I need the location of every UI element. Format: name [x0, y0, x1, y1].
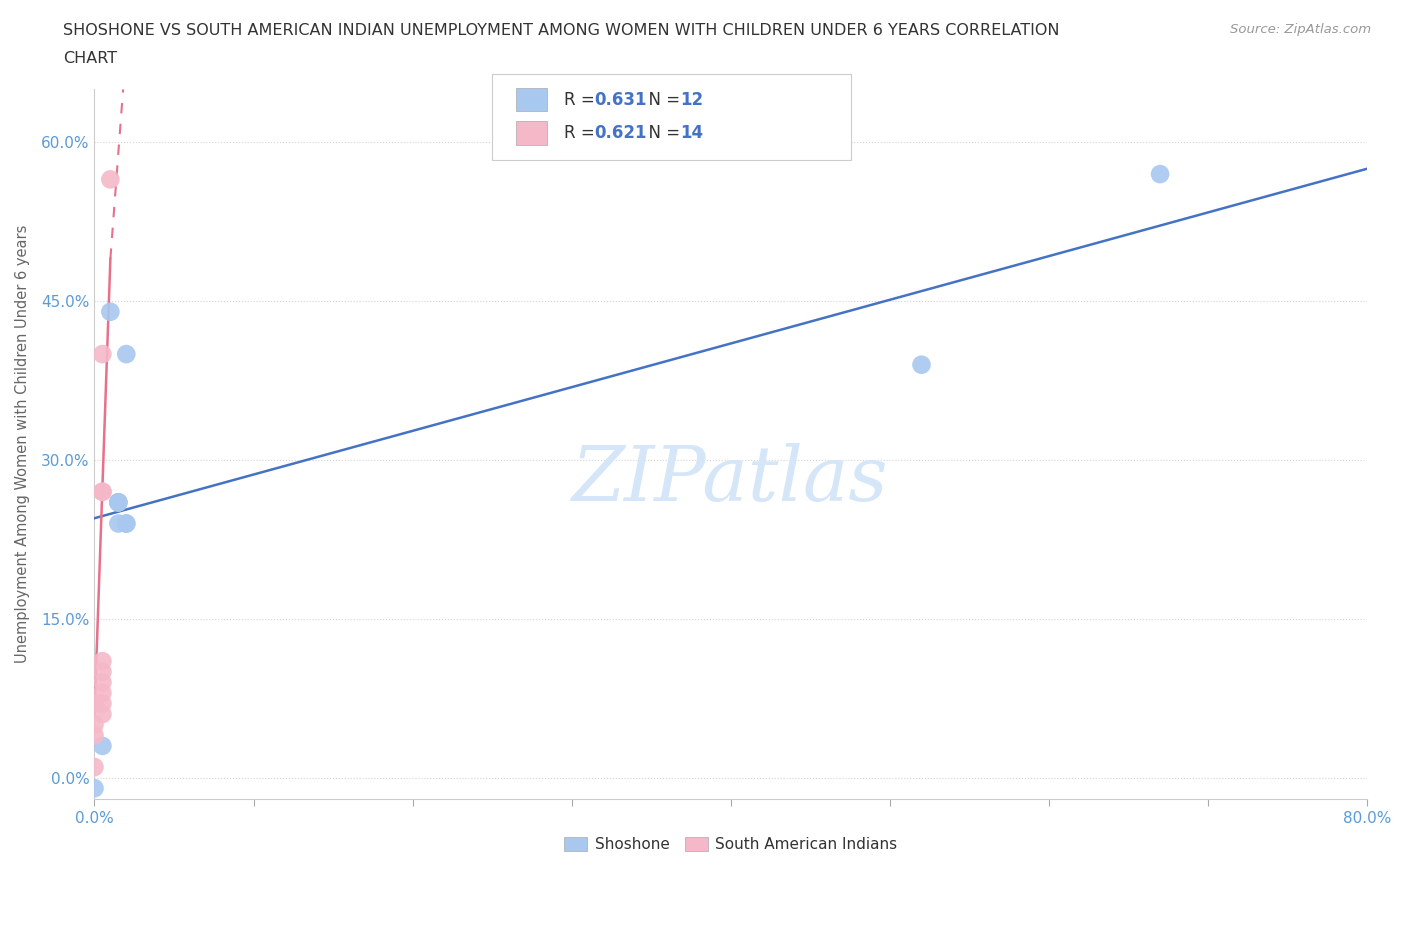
Point [91, 696, 114, 711]
Text: N =: N = [638, 90, 686, 109]
Point [115, 516, 138, 531]
Point [100, 304, 122, 319]
Text: Source: ZipAtlas.com: Source: ZipAtlas.com [1230, 23, 1371, 36]
Y-axis label: Unemployment Among Women with Children Under 6 years: Unemployment Among Women with Children U… [15, 225, 30, 663]
Point [100, 172, 122, 187]
Point [91, 485, 114, 499]
Point [91, 347, 114, 362]
Point [91, 654, 114, 669]
Point [91, 485, 114, 499]
Point [91, 664, 114, 679]
Point [83, 717, 105, 732]
Text: CHART: CHART [63, 51, 117, 66]
Point [910, 357, 932, 372]
Text: R =: R = [564, 124, 600, 142]
Legend: Shoshone, South American Indians: Shoshone, South American Indians [558, 831, 904, 858]
Point [83, 696, 105, 711]
Point [115, 516, 138, 531]
Text: ZIPatlas: ZIPatlas [572, 443, 889, 516]
Point [1149, 166, 1171, 181]
Text: 0.621: 0.621 [595, 124, 647, 142]
Point [115, 347, 138, 362]
Point [107, 495, 129, 510]
Point [91, 685, 114, 700]
Point [91, 675, 114, 690]
Point [83, 781, 105, 796]
Text: 12: 12 [681, 90, 703, 109]
Text: 0.631: 0.631 [595, 90, 647, 109]
Point [91, 738, 114, 753]
Point [83, 760, 105, 775]
Text: R =: R = [564, 90, 600, 109]
Text: N =: N = [638, 124, 686, 142]
Text: 14: 14 [681, 124, 703, 142]
Point [107, 516, 129, 531]
Point [107, 495, 129, 510]
Point [107, 495, 129, 510]
Text: SHOSHONE VS SOUTH AMERICAN INDIAN UNEMPLOYMENT AMONG WOMEN WITH CHILDREN UNDER 6: SHOSHONE VS SOUTH AMERICAN INDIAN UNEMPL… [63, 23, 1060, 38]
Point [83, 728, 105, 743]
Point [91, 707, 114, 722]
